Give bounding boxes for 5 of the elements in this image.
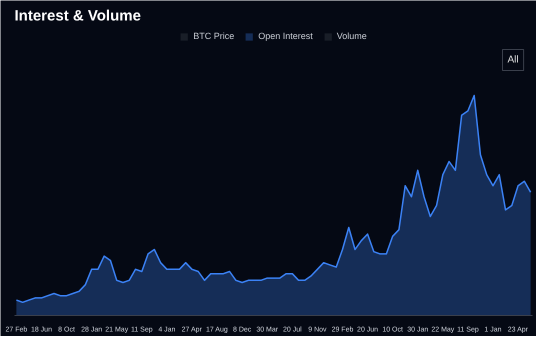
legend-label: Volume [336,31,367,41]
chart-title: Interest & Volume [14,8,141,24]
text: All [508,54,519,66]
legend-label: Open Interest [258,31,313,41]
legend-label: BTC Price [193,31,234,41]
